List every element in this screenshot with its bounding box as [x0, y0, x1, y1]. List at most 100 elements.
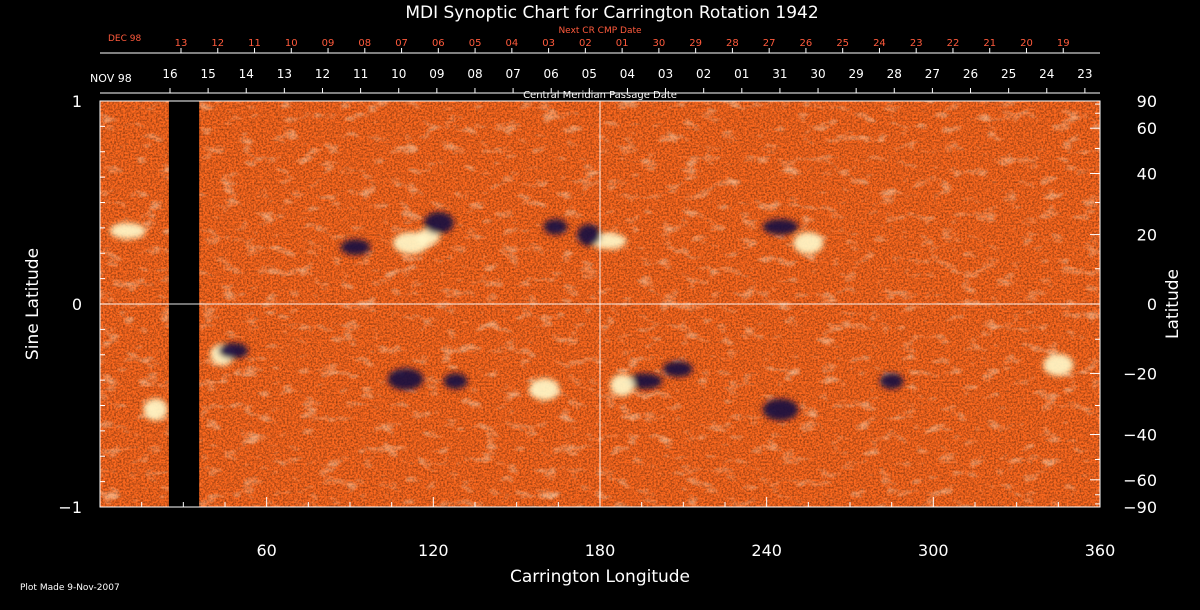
active-region-positive	[529, 378, 560, 401]
y-right-tick-label: 90	[1137, 92, 1157, 111]
x-tick-label: 60	[256, 541, 276, 560]
active-region-positive	[610, 374, 635, 397]
x-tick-label: 180	[585, 541, 616, 560]
y-axis-left: Sine Latitude 1 0 −1	[23, 92, 110, 517]
cmp-tick-label: 11	[353, 67, 368, 81]
crosshair	[100, 101, 1100, 507]
active-region-negative	[387, 368, 424, 391]
y-right-tick-label: 20	[1137, 226, 1157, 245]
next-cr-tick-label: 05	[469, 38, 482, 49]
y-right-tick-label: 0	[1147, 295, 1157, 314]
next-cr-tick-label: 26	[800, 38, 813, 49]
active-region-negative	[218, 342, 249, 359]
y-axis-right: Latitude 90 60 40 20 0 −20 −40 −60 −90	[1090, 92, 1183, 517]
cmp-tick-label: 25	[1001, 67, 1016, 81]
x-axis-label: Carrington Longitude	[510, 567, 690, 587]
next-cr-tick-label: 03	[542, 38, 555, 49]
next-cr-tick-label: 29	[689, 38, 702, 49]
chart-title: MDI Synoptic Chart for Carrington Rotati…	[405, 3, 818, 23]
active-region-negative	[443, 373, 468, 390]
next-cr-tick-label: 11	[248, 38, 261, 49]
x-tick-label: 360	[1085, 541, 1116, 560]
y-axis-left-label: Sine Latitude	[23, 248, 43, 360]
next-cr-month-label: DEC 98	[108, 34, 141, 44]
cmp-tick-label: 24	[1039, 67, 1054, 81]
cmp-date-axis: NOV 98 Central Meridian Passage Date 16 1…	[90, 67, 1100, 101]
active-region-negative	[626, 373, 663, 390]
active-region-positive	[793, 232, 824, 255]
y-right-tick-label: −20	[1123, 364, 1157, 383]
x-tick-label: 240	[751, 541, 782, 560]
active-region-negative	[576, 223, 601, 246]
cmp-tick-label: 26	[963, 67, 978, 81]
plot-made-footer: Plot Made 9-Nov-2007	[20, 583, 120, 593]
x-axis: Carrington Longitude 60 120 180 240 300 360	[99, 497, 1116, 587]
cmp-tick-label: 02	[696, 67, 711, 81]
active-region-positive	[1043, 353, 1074, 376]
cmp-tick-label: 29	[849, 67, 864, 81]
next-cr-tick-label: 28	[726, 38, 739, 49]
cmp-tick-label: 30	[810, 67, 825, 81]
cmp-tick-label: 12	[315, 67, 330, 81]
next-cr-tick-label: 12	[211, 38, 224, 49]
next-cr-tick-label: 19	[1057, 38, 1070, 49]
cmp-tick-label: 23	[1077, 67, 1092, 81]
cmp-tick-label: 14	[239, 67, 254, 81]
next-cr-tick-label: 23	[910, 38, 923, 49]
active-region-positive	[109, 222, 146, 239]
y-right-tick-label: −40	[1123, 425, 1157, 444]
y-left-tick-label: 0	[72, 295, 82, 314]
cmp-tick-label: 09	[429, 67, 444, 81]
next-cr-tick-label: 13	[175, 38, 188, 49]
x-tick-label: 120	[418, 541, 449, 560]
cmp-tick-label: 05	[582, 67, 597, 81]
next-cr-tick-label: 30	[653, 38, 666, 49]
y-right-tick-label: −60	[1123, 471, 1157, 490]
active-region-positive	[393, 232, 430, 255]
y-right-tick-label: 40	[1137, 165, 1157, 184]
cmp-tick-label: 13	[277, 67, 292, 81]
next-cr-tick-label: 25	[836, 38, 849, 49]
next-cr-date-axis: Next CR CMP Date DEC 98 13 12 11 10 09 08 07 06…	[100, 26, 1100, 54]
cmp-tick-label: 15	[200, 67, 215, 81]
active-region-negative	[423, 211, 454, 234]
cmp-tick-label: 06	[544, 67, 559, 81]
next-cr-tick-label: 22	[947, 38, 960, 49]
next-cr-tick-label: 07	[395, 38, 408, 49]
active-region-negative	[662, 360, 693, 377]
next-cr-tick-label: 08	[358, 38, 371, 49]
cmp-month-label: NOV 98	[90, 72, 132, 85]
next-cr-tick-label: 02	[579, 38, 592, 49]
cmp-tick-label: 07	[505, 67, 520, 81]
active-region-negative	[879, 373, 904, 390]
cmp-tick-label: 16	[162, 67, 177, 81]
next-cr-tick-label: 06	[432, 38, 445, 49]
cmp-tick-label: 28	[887, 67, 902, 81]
cmp-tick-label: 03	[658, 67, 673, 81]
next-cr-tick-label: 09	[322, 38, 335, 49]
active-region-negative	[543, 218, 568, 235]
y-right-tick-label: 60	[1137, 119, 1157, 138]
next-cr-tick-label: 24	[873, 38, 886, 49]
next-cr-tick-label: 04	[505, 38, 518, 49]
active-region-negative	[340, 239, 371, 256]
y-right-tick-label: −90	[1123, 498, 1157, 517]
y-left-tick-label: 1	[72, 92, 82, 111]
y-left-tick-label: −1	[58, 498, 82, 517]
cmp-tick-label: 10	[391, 67, 406, 81]
next-cr-tick-label: 10	[285, 38, 298, 49]
cmp-tick-label: 04	[620, 67, 635, 81]
next-cr-axis-label: Next CR CMP Date	[558, 26, 642, 36]
next-cr-tick-label: 27	[763, 38, 776, 49]
active-region-negative	[762, 398, 799, 421]
next-cr-tick-label: 21	[983, 38, 996, 49]
cmp-tick-label: 01	[734, 67, 749, 81]
next-cr-tick-label: 01	[616, 38, 629, 49]
active-region-positive	[143, 398, 168, 421]
next-cr-tick-label: 20	[1020, 38, 1033, 49]
y-axis-right-label: Latitude	[1163, 269, 1183, 339]
cmp-tick-label: 27	[925, 67, 940, 81]
cmp-axis-label: Central Meridian Passage Date	[523, 90, 677, 101]
cmp-tick-label: 31	[772, 67, 787, 81]
